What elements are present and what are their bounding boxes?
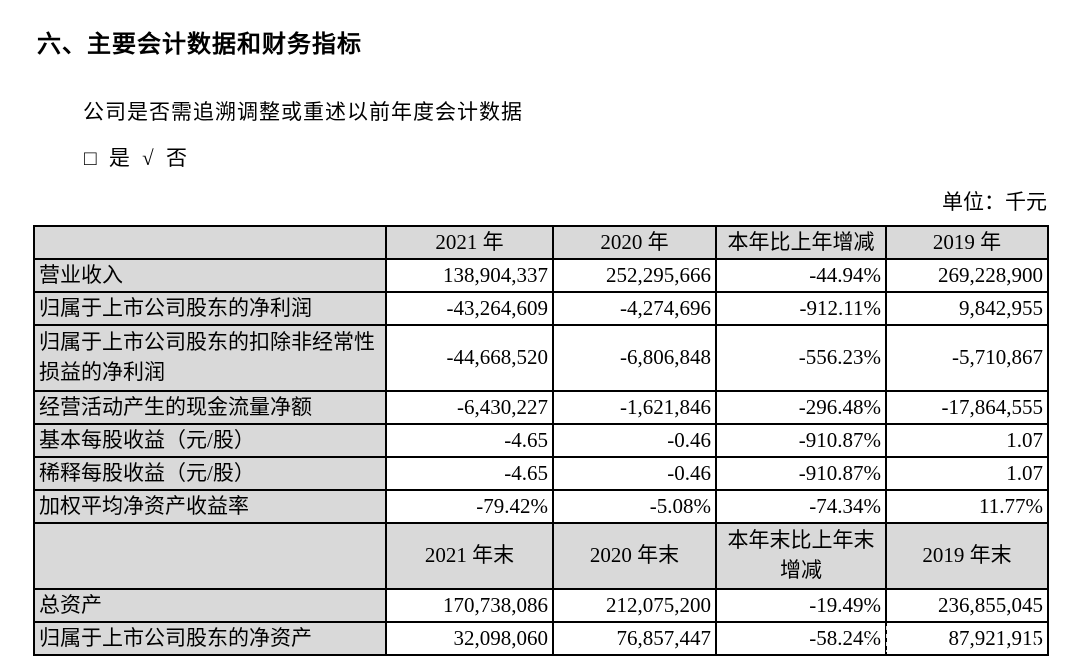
cell-2021: 138,904,337 [385,258,554,293]
header-blank-cell [33,522,387,590]
cell-change: -296.48% [715,390,887,425]
row-label: 营业收入 [33,258,387,293]
header-end-2020: 2020 年末 [552,522,717,590]
cell-2021: -4.65 [385,456,554,491]
table-row-total-assets: 总资产 170,738,086 212,075,200 -19.49% 236,… [33,588,1049,623]
header-year-2020: 2020 年 [552,225,717,260]
header-end-2021: 2021 年末 [385,522,554,590]
table-row-diluted-eps: 稀释每股收益（元/股） -4.65 -0.46 -910.87% 1.07 [33,456,1049,491]
unit-label: 单位：千元 [942,190,1047,214]
cell-2019: 269,228,900 [885,258,1049,293]
cell-2020: -0.46 [552,456,717,491]
cell-2019: -17,864,555 [885,390,1049,425]
cell-2021: -44,668,520 [385,324,554,392]
cell-change: -19.49% [715,588,887,623]
cell-change: -912.11% [715,291,887,326]
cell-2019: -5,710,867 [885,324,1049,392]
table-row-operating-cash-flow: 经营活动产生的现金流量净额 -6,430,227 -1,621,846 -296… [33,390,1049,425]
table-row-net-profit: 归属于上市公司股东的净利润 -43,264,609 -4,274,696 -91… [33,291,1049,326]
header-year-2019: 2019 年 [885,225,1049,260]
section-title: 六、主要会计数据和财务指标 [37,32,362,58]
cell-2019: 236,855,045 [885,588,1049,623]
header-end-2019: 2019 年末 [885,522,1049,590]
table-row-net-assets: 归属于上市公司股东的净资产 32,098,060 76,857,447 -58.… [33,621,1049,656]
cell-2020: 76,857,447 [552,621,717,656]
table-row-basic-eps: 基本每股收益（元/股） -4.65 -0.46 -910.87% 1.07 [33,423,1049,458]
row-label: 稀释每股收益（元/股） [33,456,387,491]
header-yoy-change: 本年比上年增减 [715,225,887,260]
cell-2020: -1,621,846 [552,390,717,425]
header-end-change: 本年末比上年末增减 [715,522,887,590]
cell-2019: 9,842,955 [885,291,1049,326]
cell-2020: -6,806,848 [552,324,717,392]
restatement-answer: □ 是 √ 否 [84,146,187,170]
cell-change: -910.87% [715,423,887,458]
cell-2021: 32,098,060 [385,621,554,656]
cell-2020: 252,295,666 [552,258,717,293]
row-label: 归属于上市公司股东的扣除非经常性损益的净利润 [33,324,387,392]
cell-2019: 87,921,915 [885,621,1049,656]
cell-change: -910.87% [715,456,887,491]
table-row-weighted-avg-roe: 加权平均净资产收益率 -79.42% -5.08% -74.34% 11.77% [33,489,1049,524]
restatement-question: 公司是否需追溯调整或重述以前年度会计数据 [83,100,523,124]
cell-2021: -79.42% [385,489,554,524]
table-row-net-profit-excl-nonrecurring: 归属于上市公司股东的扣除非经常性损益的净利润 -44,668,520 -6,80… [33,324,1049,392]
cell-2021: 170,738,086 [385,588,554,623]
cell-change: -556.23% [715,324,887,392]
period-end-header-row: 2021 年末 2020 年末 本年末比上年末增减 2019 年末 [33,522,1049,590]
cell-2020: -0.46 [552,423,717,458]
annual-header-row: 2021 年 2020 年 本年比上年增减 2019 年 [33,225,1049,260]
header-year-2021: 2021 年 [385,225,554,260]
cell-2020: -4,274,696 [552,291,717,326]
financial-indicators-table: 2021 年 2020 年 本年比上年增减 2019 年 营业收入 138,90… [33,225,1049,656]
cell-2019: 1.07 [885,423,1049,458]
table-row-revenue: 营业收入 138,904,337 252,295,666 -44.94% 269… [33,258,1049,293]
cell-change: -58.24% [715,621,887,656]
cell-change: -44.94% [715,258,887,293]
cell-2021: -4.65 [385,423,554,458]
cell-2019: 11.77% [885,489,1049,524]
cell-2021: -43,264,609 [385,291,554,326]
cell-2021: -6,430,227 [385,390,554,425]
row-label: 总资产 [33,588,387,623]
header-blank-cell [33,225,387,260]
cell-2020: -5.08% [552,489,717,524]
row-label: 基本每股收益（元/股） [33,423,387,458]
row-label: 加权平均净资产收益率 [33,489,387,524]
row-label: 归属于上市公司股东的净资产 [33,621,387,656]
cell-change: -74.34% [715,489,887,524]
cell-2019: 1.07 [885,456,1049,491]
row-label: 归属于上市公司股东的净利润 [33,291,387,326]
cell-2020: 212,075,200 [552,588,717,623]
row-label: 经营活动产生的现金流量净额 [33,390,387,425]
